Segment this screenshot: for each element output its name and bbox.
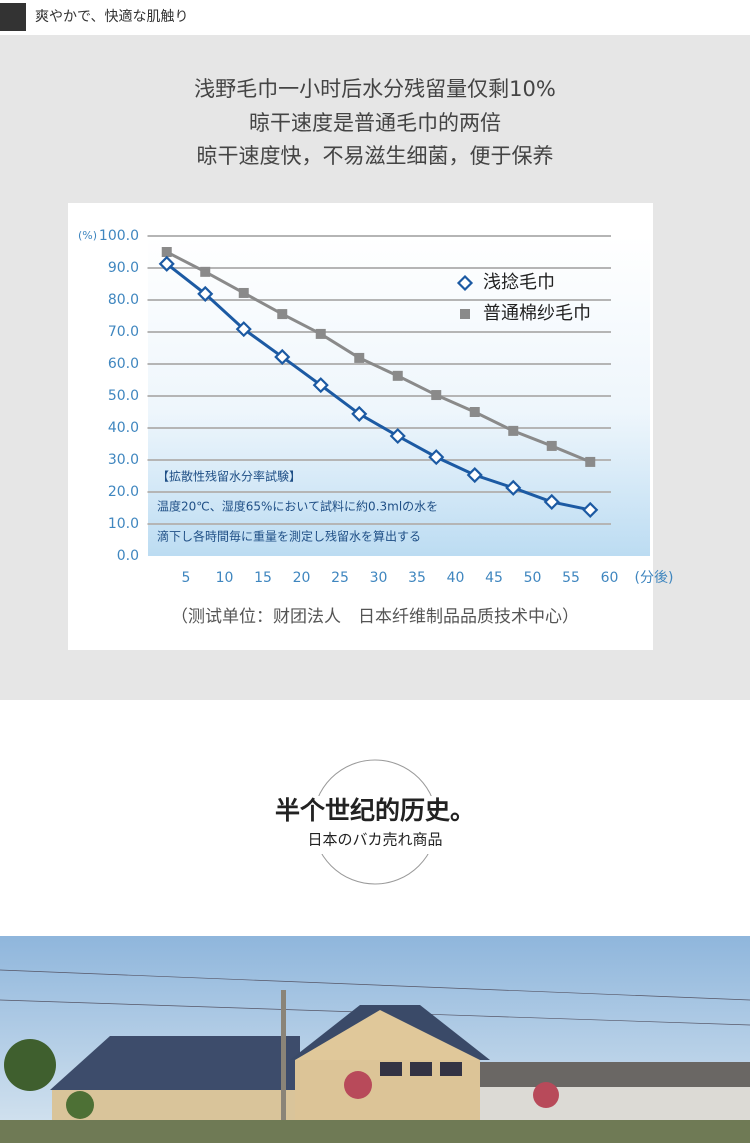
header-bar [0, 0, 750, 35]
data-point [546, 440, 557, 451]
y-axis-label: (%) [78, 229, 97, 242]
pole [281, 990, 286, 1143]
data-point [351, 405, 368, 422]
data-point [508, 425, 519, 436]
window [380, 1062, 402, 1076]
data-point [315, 328, 326, 339]
data-point [197, 285, 214, 302]
series-line [165, 262, 591, 512]
tree [66, 1091, 94, 1119]
section-title: 半个世纪的历史。 [275, 796, 475, 825]
x-tick-label: 50 [524, 570, 542, 586]
header-block [0, 3, 26, 31]
circle-gap [300, 796, 450, 854]
x-tick-label: 5 [182, 570, 191, 586]
x-tick-label: 15 [254, 570, 272, 586]
y-tick-label: 0.0 [117, 548, 139, 564]
y-tick-label: 40.0 [108, 420, 139, 436]
x-tick-label: 55 [562, 570, 580, 586]
data-point [277, 309, 288, 320]
data-point [392, 370, 403, 381]
headline: 晾干速度是普通毛巾的两倍 [249, 111, 501, 135]
y-tick-label: 50.0 [108, 388, 139, 404]
x-tick-label: 45 [485, 570, 503, 586]
data-point [505, 479, 522, 496]
annotation: 【拡散性残留水分率試験】 [157, 469, 301, 484]
legend-label: 普通棉纱毛巾 [483, 303, 591, 324]
data-point [431, 390, 442, 401]
footnote: （测试单位：财团法人 日本纤维制品品质技术中心） [171, 607, 579, 627]
series-line [166, 250, 591, 464]
roof [50, 1036, 300, 1090]
annotation: 滴下し各時間毎に重量を測定し残留水を算出する [157, 529, 421, 544]
tree [4, 1039, 56, 1091]
ground [0, 1120, 750, 1143]
data-point [312, 377, 329, 394]
section-subtitle: 日本のバカ売れ商品 [307, 831, 442, 849]
y-tick-label: 80.0 [108, 292, 139, 308]
x-tick-label: 25 [331, 570, 349, 586]
x-tick-label: 35 [408, 570, 426, 586]
legend-label: 浅捻毛巾 [483, 272, 555, 293]
data-point [469, 407, 480, 417]
y-tick-label: 100.0 [99, 228, 139, 244]
y-tick-label: 20.0 [108, 484, 139, 500]
data-point [543, 493, 560, 510]
headline: 浅野毛巾一小时后水分残留量仅剩10% [194, 77, 556, 101]
data-point [466, 466, 483, 484]
x-tick-label: 60 [601, 570, 619, 586]
data-point [274, 348, 291, 366]
y-tick-label: 70.0 [108, 324, 139, 340]
legend-marker [460, 309, 470, 319]
tree [533, 1082, 559, 1108]
x-tick-label: 40 [447, 570, 465, 586]
y-tick-label: 90.0 [108, 260, 139, 276]
headline: 晾干速度快，不易滋生细菌，便于保养 [197, 144, 554, 168]
data-point [428, 449, 445, 466]
x-tick-label: 20 [293, 570, 311, 586]
data-point [200, 266, 211, 277]
data-point [389, 427, 406, 445]
window [410, 1062, 432, 1076]
data-point [354, 352, 365, 363]
data-point [158, 255, 175, 272]
data-point [238, 287, 249, 298]
window [440, 1062, 462, 1076]
gable [295, 1010, 480, 1060]
tree [344, 1071, 372, 1099]
y-tick-label: 30.0 [108, 452, 139, 468]
header-tag: 爽やかで、快適な肌触り [35, 8, 188, 25]
x-tick-label: 30 [370, 570, 388, 586]
y-tick-label: 10.0 [108, 516, 139, 532]
x-axis-label: (分後) [635, 570, 674, 586]
annotation: 温度20℃、湿度65%において試料に約0.3mlの水を [157, 499, 438, 514]
data-point [161, 247, 172, 257]
data-point [585, 456, 596, 467]
chart: 0.0 10.0 20.0 30.0 40.0 50.0 60.0 70.0 80.0 90.0 1… [78, 228, 674, 586]
y-tick-label: 60.0 [108, 356, 139, 372]
factory-photo [0, 936, 750, 1143]
power-line [0, 969, 750, 1001]
data-point [582, 501, 599, 518]
x-tick-label: 10 [216, 570, 234, 586]
legend-marker [456, 274, 474, 292]
roof [480, 1062, 750, 1087]
data-point [235, 321, 252, 338]
